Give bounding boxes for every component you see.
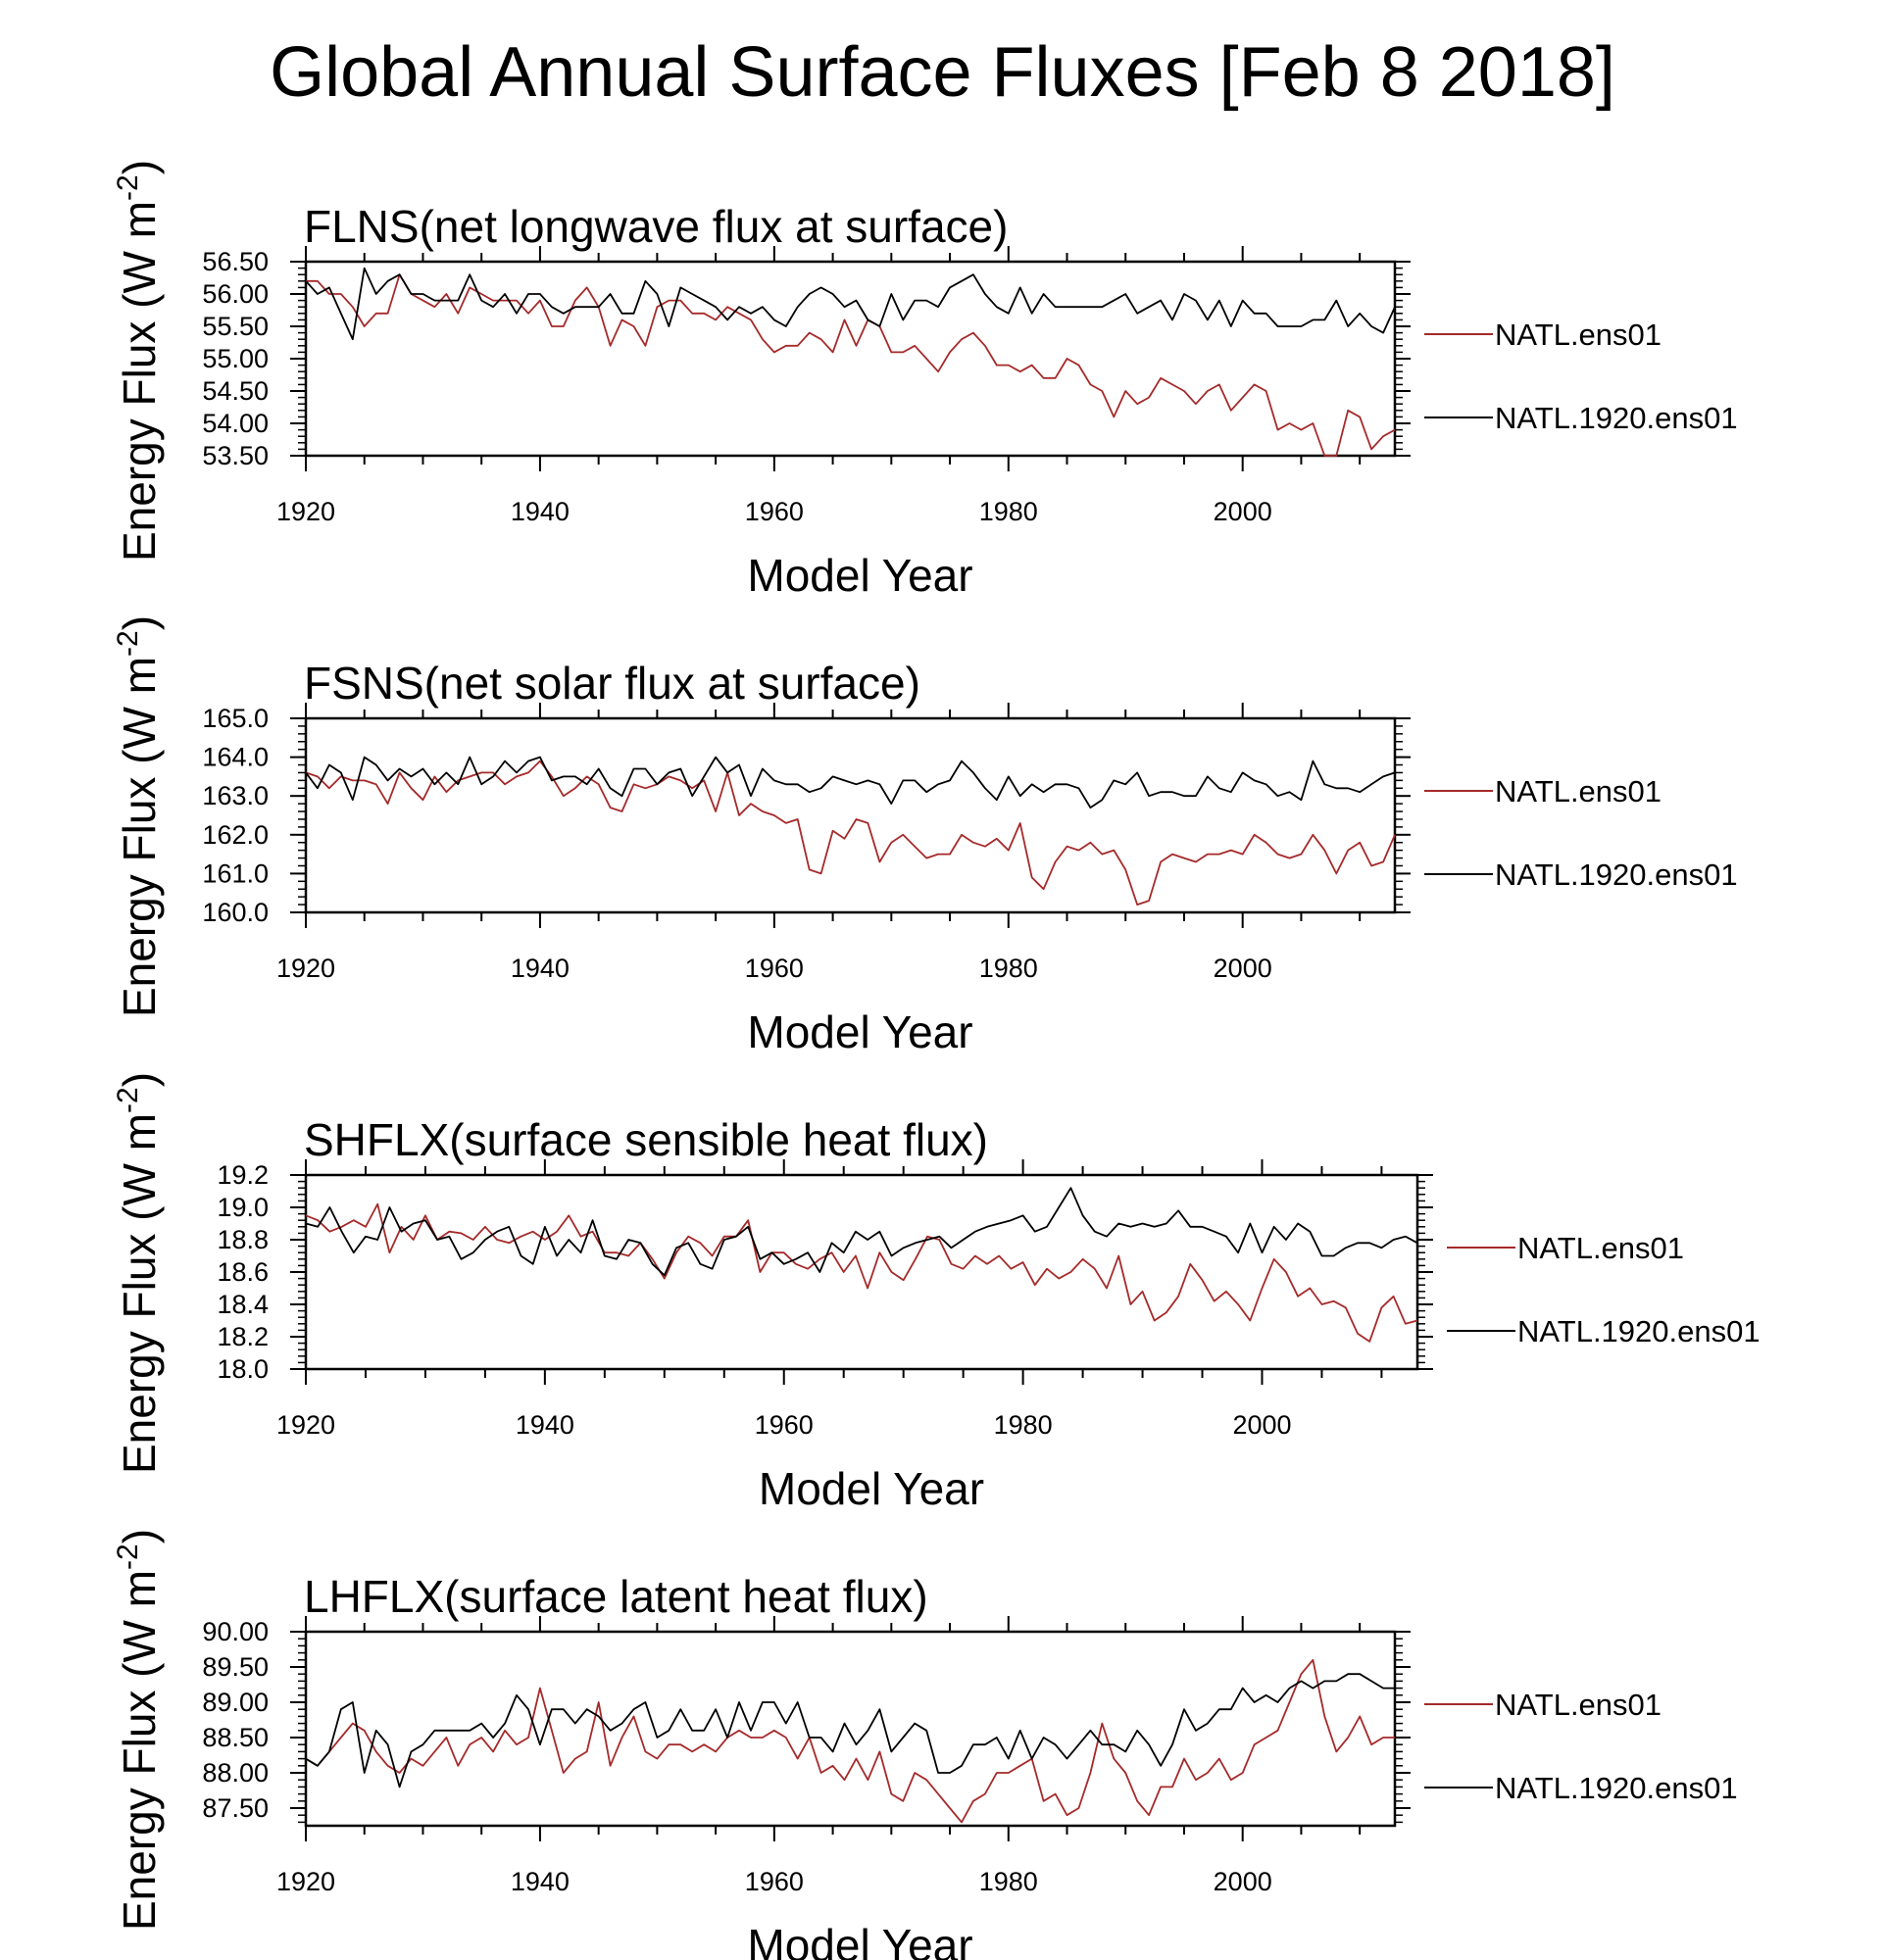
- y-tick-label: 88.50: [202, 1723, 269, 1752]
- x-tick-label: 2000: [1214, 497, 1272, 526]
- panel-title: SHFLX(surface sensible heat flux): [304, 1114, 988, 1165]
- series-line-natl-ens01: [305, 760, 1396, 906]
- x-tick-label: 1920: [276, 1410, 335, 1440]
- y-tick-label: 163.0: [202, 781, 269, 810]
- chart-panel-4: LHFLX(surface latent heat flux) Energy Fl…: [112, 1529, 1738, 1960]
- y-tick-label: 54.50: [202, 376, 269, 406]
- legend-label: NATL.1920.ens01: [1495, 401, 1738, 435]
- plot-frame: [304, 716, 1397, 914]
- x-tick-label: 1940: [511, 497, 570, 526]
- chart-panel-2: FSNS(net solar flux at surface) Energy Fl…: [112, 615, 1738, 1057]
- x-tick-label: 2000: [1214, 1867, 1272, 1896]
- y-tick-label: 54.00: [202, 409, 269, 438]
- x-axis-title: Model Year: [747, 1920, 972, 1960]
- panel-title: FLNS(net longwave flux at surface): [304, 201, 1008, 252]
- series-line-natl-1920-ens01: [305, 1673, 1395, 1788]
- y-tick-label: 19.2: [217, 1160, 269, 1190]
- x-axis-title: Model Year: [747, 550, 972, 601]
- x-tick-label: 1920: [276, 1867, 335, 1896]
- panel-title: LHFLX(surface latent heat flux): [304, 1571, 928, 1622]
- x-axis-title: Model Year: [747, 1006, 972, 1057]
- y-tick-label: 87.50: [202, 1793, 269, 1823]
- y-tick-label: 160.0: [202, 898, 269, 927]
- y-tick-label: 90.00: [202, 1617, 269, 1646]
- x-tick-label: 1940: [516, 1410, 574, 1440]
- legend-label: NATL.ens01: [1495, 318, 1662, 352]
- legend-label: NATL.1920.ens01: [1495, 1771, 1738, 1805]
- y-tick-label: 18.8: [217, 1225, 269, 1254]
- figure-title: Global Annual Surface Fluxes [Feb 8 2018…: [270, 33, 1615, 112]
- y-tick-label: 55.00: [202, 344, 269, 373]
- x-tick-label: 1940: [511, 954, 570, 983]
- legend-label: NATL.ens01: [1517, 1231, 1684, 1265]
- x-tick-label: 1980: [979, 1867, 1038, 1896]
- y-tick-label: 162.0: [202, 820, 269, 850]
- y-tick-label: 88.00: [202, 1758, 269, 1788]
- legend-label: NATL.1920.ens01: [1495, 858, 1738, 892]
- y-tick-label: 165.0: [202, 704, 269, 733]
- series-line-natl-1920-ens01: [305, 1187, 1418, 1277]
- x-axis-title: Model Year: [759, 1463, 984, 1514]
- x-tick-label: 1920: [276, 954, 335, 983]
- legend-label: NATL.ens01: [1495, 1688, 1662, 1722]
- legend-label: NATL.1920.ens01: [1517, 1314, 1761, 1348]
- y-tick-label: 18.6: [217, 1257, 269, 1287]
- y-tick-label: 18.2: [217, 1322, 269, 1351]
- chart-panel-3: SHFLX(surface sensible heat flux) Energy …: [112, 1072, 1761, 1514]
- y-tick-label: 89.50: [202, 1652, 269, 1682]
- y-tick-label: 53.50: [202, 441, 269, 470]
- x-tick-label: 1960: [745, 497, 804, 526]
- x-tick-label: 1960: [745, 1867, 804, 1896]
- series-line-natl-ens01: [306, 273, 1396, 457]
- x-tick-label: 1980: [994, 1410, 1053, 1440]
- y-axis-title: Energy Flux (W m-2): [112, 615, 165, 1017]
- y-axis-title: Energy Flux (W m-2): [112, 160, 165, 562]
- series-line-natl-1920-ens01: [305, 756, 1396, 808]
- y-axis-title: Energy Flux (W m-2): [112, 1529, 165, 1931]
- series-line-natl-ens01: [305, 1658, 1395, 1824]
- legend-label: NATL.ens01: [1495, 774, 1662, 808]
- y-tick-label: 18.4: [217, 1290, 269, 1319]
- x-tick-label: 1960: [755, 1410, 814, 1440]
- chart-panel-1: FLNS(net longwave flux at surface) Energy…: [112, 160, 1738, 601]
- x-tick-label: 1960: [745, 954, 804, 983]
- y-tick-label: 55.50: [202, 312, 269, 341]
- panel-title: FSNS(net solar flux at surface): [304, 658, 920, 709]
- x-tick-label: 1920: [276, 497, 335, 526]
- y-tick-label: 56.00: [202, 279, 269, 309]
- y-tick-label: 19.0: [217, 1193, 269, 1222]
- x-tick-label: 1940: [511, 1867, 570, 1896]
- y-tick-label: 164.0: [202, 743, 269, 772]
- x-tick-label: 2000: [1232, 1410, 1291, 1440]
- x-tick-label: 1980: [979, 954, 1038, 983]
- y-tick-label: 56.50: [202, 247, 269, 276]
- x-tick-label: 1980: [979, 497, 1038, 526]
- y-tick-label: 89.00: [202, 1688, 269, 1717]
- y-tick-label: 18.0: [217, 1354, 269, 1384]
- plot-frame: [304, 1630, 1397, 1828]
- x-tick-label: 2000: [1214, 954, 1272, 983]
- y-tick-label: 161.0: [202, 858, 269, 888]
- series-line-natl-1920-ens01: [305, 267, 1396, 341]
- y-axis-title: Energy Flux (W m-2): [112, 1072, 165, 1474]
- series-line-natl-ens01: [305, 1202, 1418, 1343]
